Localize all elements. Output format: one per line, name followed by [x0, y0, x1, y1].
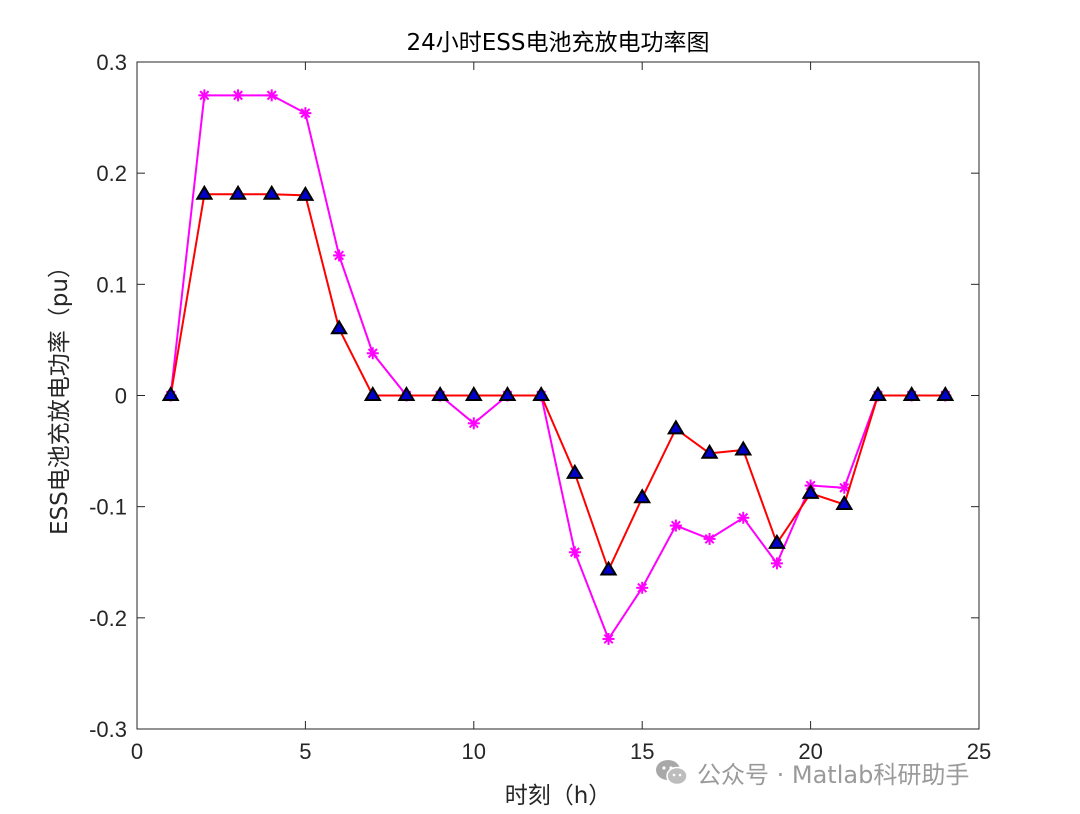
series-1-point: [737, 511, 750, 524]
series-2-point: [599, 560, 618, 576]
series-1-point: [838, 481, 851, 494]
series-2-point: [498, 386, 517, 401]
series-2-point: [869, 386, 887, 401]
series-2-point: [532, 386, 551, 401]
series-2-point: [700, 443, 719, 459]
series-1-point: [299, 107, 312, 120]
y-tick-label: -0.1: [89, 495, 127, 520]
watermark: 公众号 · Matlab科研助手: [655, 755, 969, 790]
series-2-point: [666, 419, 685, 435]
series-2-point: [565, 463, 584, 479]
series-1-point: [669, 519, 682, 532]
series-2-point: [363, 386, 382, 401]
series-2-point: [801, 483, 820, 499]
y-tick-label: 0: [115, 384, 127, 409]
y-axis-label: ESS电池充放电功率（pu）: [47, 255, 73, 535]
series-1-point: [770, 557, 783, 570]
series-1-point: [602, 632, 615, 645]
series-2-point: [397, 386, 416, 401]
series-1-point: [333, 249, 346, 262]
y-tick-label: -0.3: [89, 717, 127, 742]
series-1-point: [366, 347, 379, 360]
watermark-text: 公众号 · Matlab科研助手: [697, 761, 970, 789]
series-2-point: [633, 488, 652, 504]
series-1-point: [703, 532, 716, 545]
y-tick-label: 0.1: [96, 272, 127, 297]
y-tick-label: 0.2: [96, 161, 127, 186]
y-tick-label: 0.3: [96, 50, 127, 75]
x-tick-label: 10: [462, 739, 486, 764]
series-2-point: [296, 185, 315, 201]
series-2-point: [262, 184, 281, 200]
series-2-point: [464, 386, 483, 401]
x-tick-label: 20: [798, 739, 822, 764]
chart-title: 24小时ESS电池充放电功率图: [407, 30, 710, 56]
x-tick-label: 15: [630, 739, 654, 764]
series-2-point: [768, 533, 786, 549]
wechat-icon: [656, 759, 688, 785]
series-1-point: [232, 89, 245, 102]
series-1-point: [198, 89, 211, 102]
series-2-point: [936, 386, 955, 401]
series-2-point: [330, 319, 348, 335]
plot-area: [137, 62, 979, 729]
axis-ticks: 0 5 10 15 20 25 -0.3 -0.2 -0.1 0 0.1 0.2 0.3: [89, 50, 991, 764]
series-2-point: [229, 184, 247, 200]
x-tick-label: 5: [299, 739, 311, 764]
series-2: [161, 184, 955, 576]
series-2-point: [431, 386, 450, 401]
y-tick-label: -0.2: [89, 606, 127, 631]
x-axis-label: 时刻（h）: [505, 783, 612, 809]
series-2-point: [734, 440, 753, 456]
series-1-point: [636, 581, 649, 594]
series-1-point: [265, 89, 278, 102]
series-1-point: [467, 417, 480, 430]
series-2-point: [161, 386, 180, 401]
x-tick-label: 0: [131, 739, 143, 764]
series-2-point: [835, 494, 854, 510]
plot-content: [161, 89, 955, 645]
series-2-point: [902, 386, 921, 401]
series-1-point: [568, 546, 581, 559]
series-2-point: [195, 184, 214, 200]
x-tick-label: 25: [967, 739, 991, 764]
